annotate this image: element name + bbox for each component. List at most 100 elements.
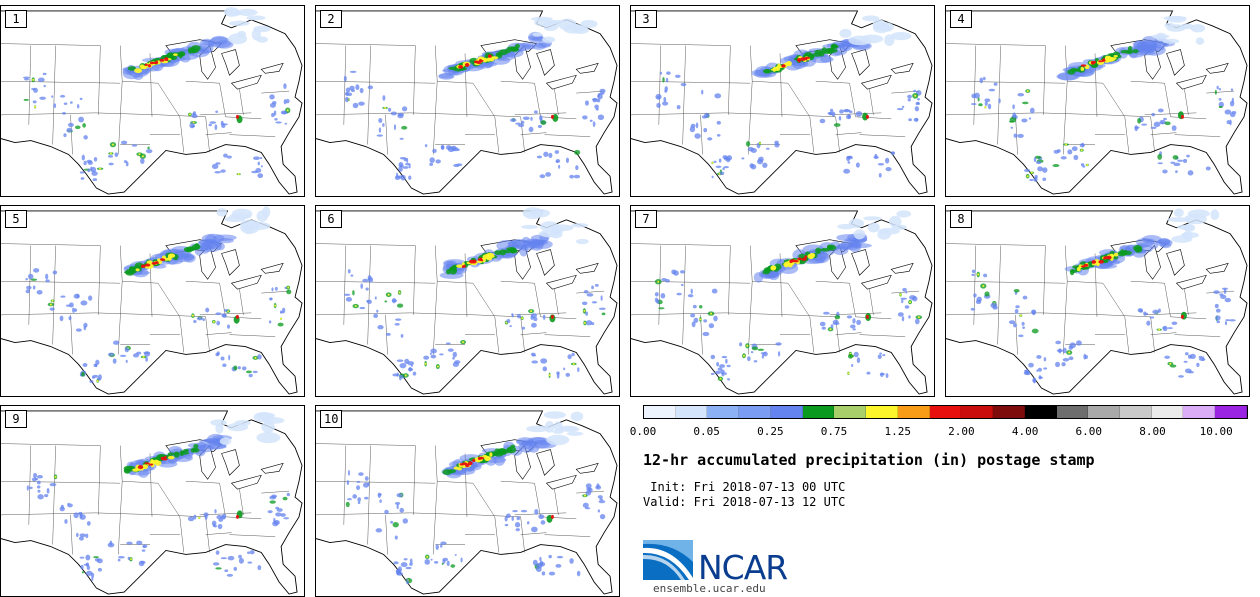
precip-cell: [350, 274, 354, 277]
precip-cell: [901, 299, 904, 304]
precip-cell: [827, 244, 837, 251]
precip-cell: [1072, 265, 1078, 269]
precip-cell: [789, 259, 793, 264]
precip-cell: [879, 352, 883, 355]
state-border: [1040, 312, 1105, 316]
precip-cell: [39, 96, 46, 100]
precip-cell: [1172, 155, 1179, 160]
precip-cell: [356, 480, 361, 483]
precip-cell: [202, 318, 205, 322]
precip-cell: [64, 519, 68, 524]
precip-cell: [51, 299, 54, 302]
precip-cell: [1210, 209, 1220, 221]
precip-cell: [453, 147, 459, 152]
precip-cell: [1033, 176, 1038, 182]
precip-cell: [249, 550, 255, 555]
precip-cell: [217, 523, 223, 530]
precip-cell: [909, 295, 916, 300]
precip-cell: [247, 561, 253, 564]
precip-cell: [1068, 356, 1074, 361]
precip-cell: [344, 96, 349, 103]
precip-cell: [191, 314, 194, 317]
precip-cell: [1012, 104, 1015, 110]
precip-cell: [450, 564, 456, 568]
precip-cell: [577, 367, 580, 372]
precip-cell: [108, 162, 114, 166]
precip-cell: [85, 533, 89, 539]
precip-cell: [1069, 268, 1075, 276]
precip-cell: [592, 97, 598, 101]
precip-cell: [878, 227, 900, 235]
precip-cell: [1113, 54, 1118, 58]
precip-cell: [710, 312, 713, 315]
precip-cell: [674, 74, 681, 78]
precip-cell: [558, 426, 580, 432]
state-border: [682, 245, 686, 345]
state-border: [809, 116, 815, 153]
state-border: [52, 445, 56, 545]
precip-cell: [225, 9, 242, 17]
colorbar-swatch: [739, 406, 771, 418]
precip-cell: [971, 269, 976, 274]
state-border: [261, 490, 290, 494]
precip-cell: [530, 310, 533, 313]
precip-cell: [26, 485, 29, 491]
precip-cell: [751, 346, 759, 351]
precip-cell: [1214, 303, 1219, 309]
precip-cell: [656, 102, 661, 109]
precip-cell: [138, 153, 141, 156]
precip-cell: [406, 578, 409, 585]
precip-cell: [1218, 105, 1223, 109]
state-border: [725, 112, 790, 116]
precip-cell: [382, 95, 386, 101]
precip-cell: [82, 123, 86, 128]
precip-cell: [170, 54, 175, 60]
precip-cell: [506, 319, 511, 324]
precip-cell: [160, 258, 165, 261]
precip-cell: [511, 516, 514, 521]
precip-cell: [540, 120, 547, 125]
great-lake: [1166, 249, 1185, 276]
precip-cell: [917, 316, 920, 319]
state-border: [98, 445, 101, 515]
state-border: [229, 534, 276, 537]
precip-cell: [832, 246, 849, 255]
precip-cell: [80, 177, 85, 180]
precip-cell: [124, 347, 130, 353]
precip-cell: [26, 285, 32, 290]
precip-cell: [99, 167, 102, 170]
state-border: [472, 483, 496, 517]
precip-cell: [1021, 321, 1025, 326]
precip-cell: [447, 469, 457, 474]
precip-cell: [430, 348, 437, 354]
state-border: [748, 45, 753, 155]
precip-cell: [1055, 340, 1062, 345]
precip-cell: [1038, 376, 1043, 379]
precip-cell: [865, 314, 869, 319]
precip-cell: [534, 508, 539, 515]
precip-cell: [992, 305, 998, 310]
state-border: [316, 443, 416, 446]
precip-cell: [86, 565, 91, 571]
precip-cell: [399, 156, 407, 160]
precip-cell: [178, 51, 186, 57]
precip-cell: [532, 32, 542, 37]
state-border: [95, 312, 160, 316]
precip-cell: [33, 268, 40, 273]
precip-cell: [713, 160, 717, 163]
precip-cell: [69, 101, 73, 104]
precip-cell: [1224, 321, 1228, 326]
precip-cell: [565, 157, 570, 164]
precip-cell: [68, 316, 72, 321]
precip-cell: [723, 166, 730, 169]
precip-cell: [257, 161, 260, 166]
precip-cell: [366, 299, 372, 304]
precip-cell: [463, 264, 466, 268]
precip-cell: [399, 507, 405, 513]
precip-cell: [378, 117, 383, 123]
precip-cell: [1029, 179, 1034, 182]
state-border: [1067, 80, 1103, 84]
precip-cell: [548, 374, 551, 377]
precip-cell: [1215, 308, 1221, 313]
precip-cell: [1098, 60, 1104, 63]
